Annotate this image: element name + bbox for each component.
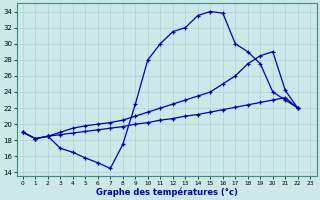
X-axis label: Graphe des températures (°c): Graphe des températures (°c)	[96, 187, 237, 197]
